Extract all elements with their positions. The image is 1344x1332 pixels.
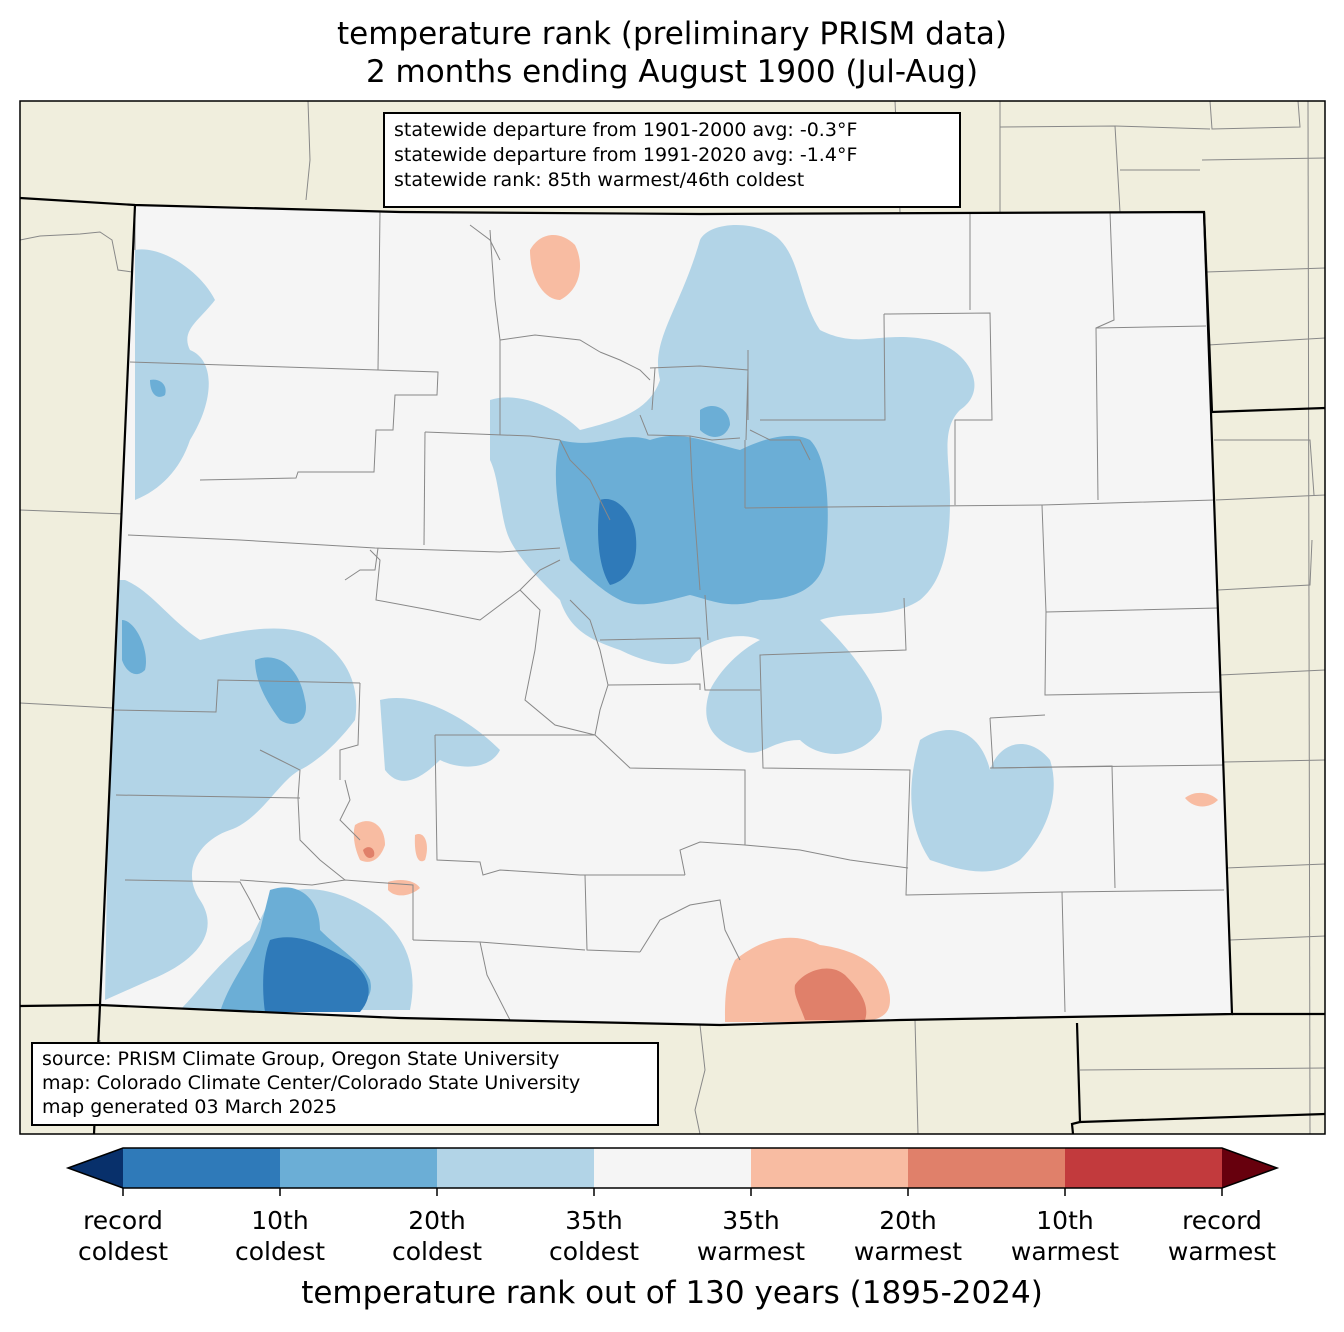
- colorbar-outline: [65, 1147, 1280, 1189]
- colorbar-segment: [437, 1148, 595, 1188]
- colorbar-tick-label: 10th warmest: [975, 1205, 1155, 1267]
- colorbar: [68, 1148, 1277, 1188]
- source-line3: map generated 03 March 2025: [42, 1096, 337, 1118]
- source-box: source: PRISM Climate Group, Oregon Stat…: [31, 1042, 659, 1126]
- colorbar-tick-label-line: 35th: [565, 1206, 623, 1235]
- stats-line3: statewide rank: 85th warmest/46th coldes…: [394, 169, 805, 191]
- colorbar-tick-label-line: warmest: [696, 1237, 806, 1266]
- source-line2: map: Colorado Climate Center/Colorado St…: [42, 1072, 581, 1094]
- colorbar-tick-label-line: coldest: [234, 1237, 326, 1266]
- colorbar-tick-label-line: warmest: [853, 1237, 963, 1266]
- colorbar-tick-label-line: 20th: [408, 1206, 466, 1235]
- colorbar-tick-label: 35th warmest: [661, 1205, 841, 1267]
- colorbar-tick-label: 35th coldest: [504, 1205, 684, 1267]
- colorbar-segment: [594, 1148, 752, 1188]
- colorbar-tick-label: record coldest: [33, 1205, 213, 1267]
- colorbar-tick-label-line: 35th: [722, 1206, 780, 1235]
- source-line1: source: PRISM Climate Group, Oregon Stat…: [42, 1048, 560, 1070]
- colorbar-segment: [1065, 1148, 1223, 1188]
- colorbar-tick-label-line: record: [83, 1206, 163, 1235]
- statewide-stats-box: statewide departure from 1901-2000 avg: …: [383, 112, 961, 208]
- colorbar-tick-label-line: 10th: [251, 1206, 309, 1235]
- colorbar-tick-label-line: warmest: [1167, 1237, 1277, 1266]
- colorbar-tick-label: 20th coldest: [347, 1205, 527, 1267]
- colorbar-tick-label-line: coldest: [391, 1237, 483, 1266]
- colorbar-tick-label-line: record: [1182, 1206, 1262, 1235]
- colorbar-tick-label-line: 10th: [1036, 1206, 1094, 1235]
- stats-line2: statewide departure from 1991-2020 avg: …: [394, 144, 858, 166]
- colorbar-segment: [280, 1148, 438, 1188]
- map-title-line2: 2 months ending August 1900 (Jul-Aug): [365, 54, 979, 90]
- colorbar-title: temperature rank out of 130 years (1895-…: [301, 1275, 1043, 1311]
- map-frame: [19, 100, 1326, 1135]
- colorbar-segment: [908, 1148, 1066, 1188]
- colorbar-extension-warmest: [1222, 1148, 1277, 1188]
- colorbar-tick-label: 20th warmest: [818, 1205, 998, 1267]
- colorbar-extension-coldest: [68, 1148, 123, 1188]
- colorbar-tick-label-line: coldest: [548, 1237, 640, 1266]
- temperature-rank-shading: [105, 225, 1218, 1022]
- colorbar-tick-label-line: coldest: [77, 1237, 169, 1266]
- county-lines: [112, 205, 1225, 1021]
- colorbar-tick-label: 10th coldest: [190, 1205, 370, 1267]
- map-title-line1: temperature rank (preliminary PRISM data…: [336, 16, 1007, 52]
- stats-line1: statewide departure from 1901-2000 avg: …: [394, 119, 858, 141]
- colorbar-segment: [123, 1148, 281, 1188]
- colorbar-tick-label-line: 20th: [879, 1206, 937, 1235]
- colorbar-segment: [751, 1148, 909, 1188]
- colorbar-tick-label: record warmest: [1132, 1205, 1312, 1267]
- colorbar-ticks: [122, 1188, 1223, 1196]
- colorbar-tick-label-line: warmest: [1010, 1237, 1120, 1266]
